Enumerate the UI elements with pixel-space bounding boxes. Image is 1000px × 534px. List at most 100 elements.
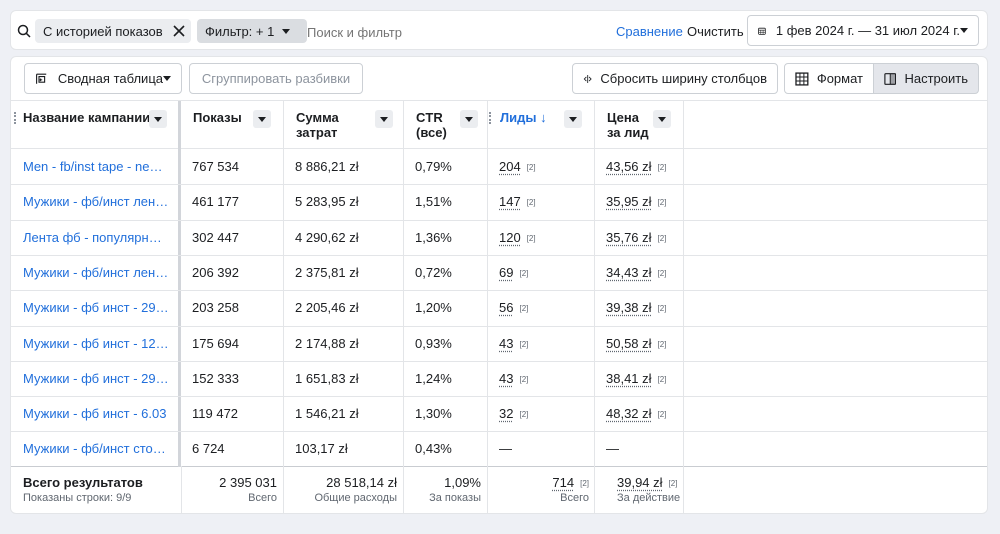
row-divider [11, 290, 987, 291]
column-menu-button[interactable] [564, 110, 582, 128]
campaign-name-link[interactable]: Мужики - фб инст - 6.03 [23, 406, 167, 421]
col-divider [487, 101, 488, 513]
cost-per-lead-value[interactable]: 34,43 zł [606, 265, 652, 280]
pivot-table-icon [36, 73, 47, 84]
date-range-picker[interactable]: 1 фев 2024 г. — 31 июл 2024 г. [747, 15, 979, 46]
drag-handle-icon[interactable] [489, 112, 493, 124]
chevron-down-icon [163, 76, 171, 81]
leads-value[interactable]: 43 [499, 371, 514, 386]
cost-per-lead-value[interactable]: 43,56 zł [606, 159, 652, 174]
leads-value[interactable]: 32 [499, 406, 514, 421]
drag-handle-icon[interactable] [14, 112, 18, 124]
cost-per-lead-value[interactable]: 38,41 zł [606, 371, 652, 386]
cost-per-lead-value[interactable]: 35,76 zł [606, 230, 652, 245]
leads-value[interactable]: 43 [499, 336, 514, 351]
history-filter-chip[interactable]: С историей показов [35, 19, 191, 43]
table-row: Мужики - фб/инст стор... 6 724 103,17 zł 0,… [11, 431, 987, 466]
table-row: Мужики - фб/инст лент... 461 177 5 283,95 … [11, 184, 987, 219]
campaign-name-link[interactable]: Мужики - фб инст - 29.... [23, 300, 169, 315]
cost-per-lead-cell: 39,38 zł [2] [606, 290, 666, 325]
reset-column-width-button[interactable]: Сбросить ширину столбцов [572, 63, 778, 94]
cost-per-lead-cell: 35,76 zł [2] [606, 220, 666, 255]
impressions-cell: 6 724 [192, 441, 225, 456]
leads-footnote: [2] [526, 163, 536, 173]
cost-per-lead-footnote: [2] [657, 198, 667, 208]
cost-per-lead-value[interactable]: 39,38 zł [606, 300, 652, 315]
column-header-campaign[interactable]: Название кампании [11, 101, 178, 149]
leads-cell: 120 [2] [499, 220, 536, 255]
leads-value[interactable]: 204 [499, 159, 521, 174]
column-header-label: Показы [193, 110, 242, 125]
leads-value[interactable]: 69 [499, 265, 514, 280]
pivot-table-label: Сводная таблица [57, 71, 163, 86]
total-leads-footnote: [2] [580, 479, 589, 489]
column-menu-button[interactable] [653, 110, 671, 128]
campaign-name-link[interactable]: Лента фб - популярный... [23, 230, 169, 245]
campaign-name-link[interactable]: Мужики - фб инст - 12.... [23, 336, 169, 351]
column-header-leads[interactable]: Лиды ↓ [488, 101, 594, 149]
chevron-down-icon [465, 116, 473, 122]
cost-per-lead-cell: — [606, 431, 619, 466]
totals-label: Всего результатов [23, 475, 143, 490]
total-leads-value[interactable]: 714 [552, 475, 575, 490]
spend-cell: 103,17 zł [295, 441, 348, 456]
campaign-name-link[interactable]: Мужики - фб инст - 29.... [23, 371, 169, 386]
total-leads: 714 [2] [552, 475, 589, 490]
cost-per-lead-value[interactable]: 50,58 zł [606, 336, 652, 351]
table-row: Мужики - фб инст - 6.03 119 472 1 546,21 z… [11, 396, 987, 431]
leads-footnote: [2] [519, 304, 529, 314]
spend-cell: 5 283,95 zł [295, 194, 359, 209]
compare-link[interactable]: Сравнение [616, 24, 683, 39]
group-breakdowns-button[interactable]: Сгруппировать разбивки [189, 63, 363, 94]
search-icon [17, 24, 31, 38]
table-row: Мужики - фб инст - 29.... 203 258 2 205,46… [11, 290, 987, 325]
close-icon[interactable] [167, 19, 191, 43]
impressions-cell: 152 333 [192, 371, 239, 386]
column-header-cost-per-lead[interactable]: Цена за лид [595, 101, 683, 149]
campaign-name-link[interactable]: Men - fb/inst tape - new ... [23, 159, 169, 174]
column-menu-button[interactable] [460, 110, 478, 128]
pivot-table-dropdown[interactable]: Сводная таблица [24, 63, 182, 94]
campaign-name-link[interactable]: Мужики - фб/инст лент... [23, 194, 169, 209]
spend-cell: 2 205,46 zł [295, 300, 359, 315]
column-header-label: Название кампании [23, 110, 151, 125]
header-bottom-border [11, 148, 987, 149]
col-divider [594, 101, 595, 513]
col-divider [403, 101, 404, 513]
column-header-impressions[interactable]: Показы [181, 101, 283, 149]
clear-button[interactable]: Очистить [687, 24, 744, 39]
column-header-spend[interactable]: Сумма затрат [284, 101, 403, 149]
column-header-label: CTR (все) [416, 110, 447, 140]
campaign-name-link[interactable]: Мужики - фб/инст стор... [23, 441, 169, 456]
cost-per-lead-cell: 35,95 zł [2] [606, 184, 666, 219]
column-header-label: Сумма затрат [296, 110, 339, 140]
column-menu-button[interactable] [149, 110, 167, 128]
customize-button[interactable]: Настроить [873, 63, 979, 94]
total-cost-per-lead: 39,94 zł [2] [617, 475, 677, 490]
campaign-name-link[interactable]: Мужики - фб/инст лент... [23, 265, 169, 280]
total-leads-caption: Всего [560, 492, 589, 504]
leads-value[interactable]: 56 [499, 300, 514, 315]
column-menu-button[interactable] [253, 110, 271, 128]
search-input[interactable] [305, 19, 589, 45]
format-label: Формат [816, 71, 863, 86]
cost-per-lead-cell: 43,56 zł [2] [606, 149, 666, 184]
format-button[interactable]: Формат [784, 63, 874, 94]
filter-count-chip[interactable]: Фильтр: + 1 [197, 19, 307, 43]
header-line-2: (все) [416, 125, 447, 140]
total-cpl-value[interactable]: 39,94 zł [617, 475, 663, 490]
leads-value[interactable]: 147 [499, 194, 521, 209]
leads-cell: 43 [2] [499, 361, 528, 396]
frozen-column-divider[interactable] [178, 101, 181, 467]
column-menu-button[interactable] [375, 110, 393, 128]
table-row: Мужики - фб инст - 12.... 175 694 2 174,88… [11, 326, 987, 361]
leads-cell: 147 [2] [499, 184, 536, 219]
leads-footnote: [2] [519, 375, 529, 385]
column-header-ctr[interactable]: CTR (все) [404, 101, 487, 149]
total-cost-per-lead-caption: За действие [617, 492, 681, 504]
spend-cell: 2 174,88 zł [295, 336, 359, 351]
leads-value[interactable]: 120 [499, 230, 521, 245]
header-line-1: CTR [416, 110, 443, 125]
cost-per-lead-value[interactable]: 35,95 zł [606, 194, 652, 209]
cost-per-lead-value[interactable]: 48,32 zł [606, 406, 652, 421]
